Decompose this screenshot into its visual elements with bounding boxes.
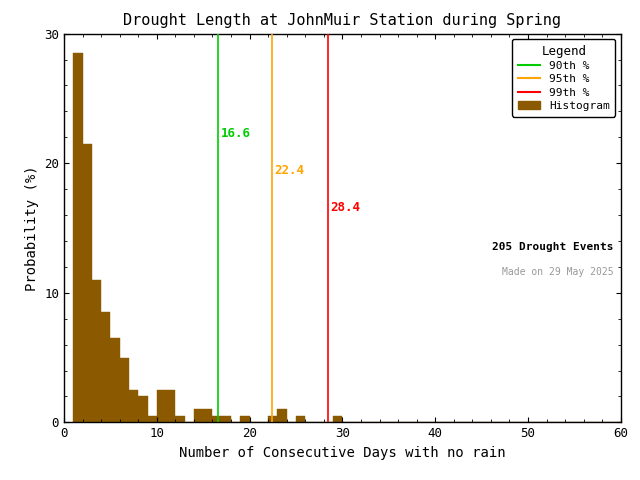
Y-axis label: Probability (%): Probability (%) (24, 165, 38, 291)
Bar (120, 358, 129, 422)
Bar (111, 338, 120, 422)
Bar (222, 416, 231, 422)
Bar (138, 396, 148, 422)
Bar (175, 416, 184, 422)
Bar (129, 390, 138, 422)
Bar (92, 280, 101, 422)
Bar (268, 416, 277, 422)
Title: Drought Length at JohnMuir Station during Spring: Drought Length at JohnMuir Station durin… (124, 13, 561, 28)
Text: 205 Drought Events: 205 Drought Events (492, 242, 614, 252)
X-axis label: Number of Consecutive Days with no rain: Number of Consecutive Days with no rain (179, 446, 506, 460)
Text: Made on 29 May 2025: Made on 29 May 2025 (502, 267, 614, 277)
Text: 16.6: 16.6 (221, 127, 251, 140)
Bar (204, 409, 212, 422)
Text: 28.4: 28.4 (330, 201, 360, 214)
Bar (147, 416, 157, 422)
Bar (296, 416, 305, 422)
Bar (101, 312, 111, 422)
Bar (278, 409, 287, 422)
Bar (157, 390, 166, 422)
Bar (73, 53, 83, 422)
Legend: 90th %, 95th %, 99th %, Histogram: 90th %, 95th %, 99th %, Histogram (512, 39, 615, 117)
Bar (166, 390, 175, 422)
Bar (241, 416, 250, 422)
Text: 22.4: 22.4 (275, 164, 305, 177)
Bar (212, 416, 222, 422)
Bar (194, 409, 204, 422)
Bar (333, 416, 342, 422)
Bar (83, 144, 92, 422)
